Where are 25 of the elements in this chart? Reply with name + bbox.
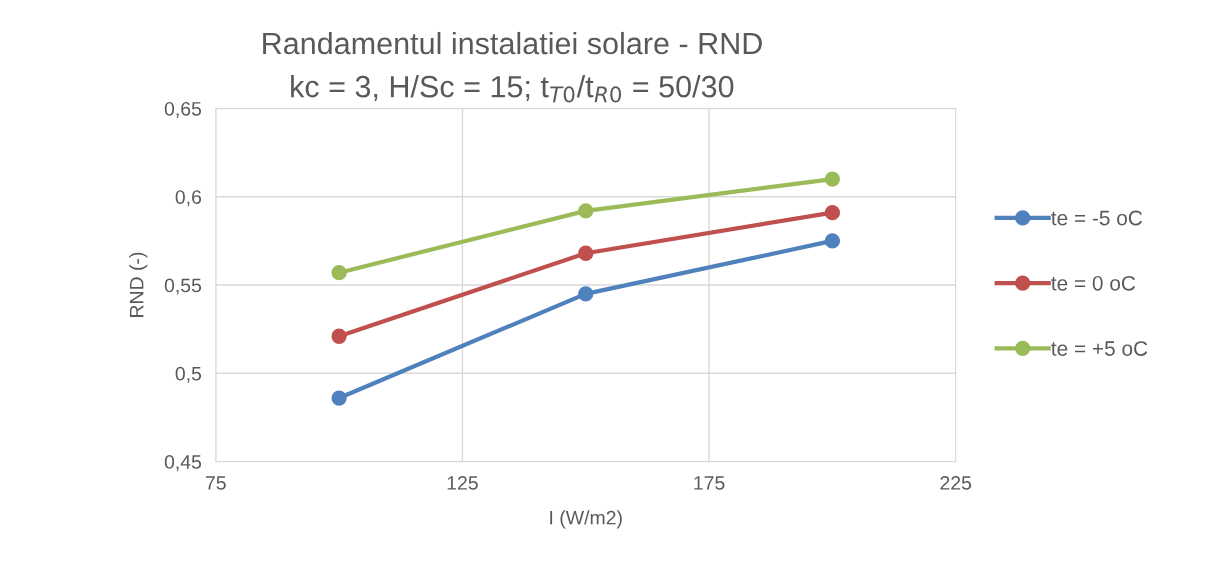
y-tick-label: 0,55: [164, 278, 202, 295]
point: [578, 203, 594, 219]
legend-label: te = -5 oC: [1051, 210, 1143, 226]
y-tick-label: 0,65: [164, 101, 202, 119]
point: [578, 286, 594, 302]
legend-label: te = +5 oC: [1051, 341, 1148, 356]
point: [331, 328, 347, 344]
point: [578, 245, 594, 261]
point: [331, 265, 347, 281]
legend-label: te = 0 oC: [1051, 275, 1136, 291]
x-tick-label: 225: [940, 476, 972, 490]
point: [331, 390, 347, 406]
y-tick-label: 0,45: [164, 455, 202, 472]
y-tick-label: 0,6: [175, 190, 202, 207]
x-tick-label: 175: [694, 476, 725, 490]
y-tick-label: 0,5: [175, 366, 202, 383]
point: [824, 171, 841, 187]
x-axis-title: I (W/m2): [550, 510, 622, 529]
x-tick-label: 75: [205, 476, 226, 490]
chart-subtitle: kc = 3, H/Sc = 15; t$_{T0}$/t$_{R0}$ = 50/30: [291, 75, 734, 103]
point: [824, 205, 841, 221]
y-axis-title: RND (-): [129, 252, 148, 317]
point: [824, 233, 841, 249]
x-tick-label: 125: [447, 476, 478, 490]
chart-title: Randamentul instalatiei solare - RND: [263, 31, 762, 55]
